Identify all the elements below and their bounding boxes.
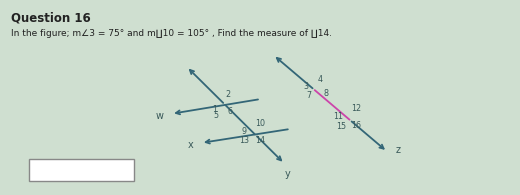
Text: 1: 1 [212, 105, 217, 114]
Text: 4: 4 [318, 75, 323, 84]
Text: y: y [284, 169, 291, 179]
Text: 5: 5 [214, 111, 219, 120]
Text: 3: 3 [304, 82, 308, 91]
Text: 15: 15 [336, 122, 346, 131]
Text: 16: 16 [351, 121, 361, 130]
Text: 2: 2 [226, 90, 231, 98]
Text: w: w [155, 111, 163, 121]
Text: 6: 6 [228, 107, 232, 116]
Text: 14: 14 [255, 136, 266, 145]
Text: 7: 7 [307, 91, 312, 100]
Text: 10: 10 [255, 119, 266, 128]
Text: 13: 13 [239, 136, 249, 145]
Text: 11: 11 [333, 112, 344, 121]
Text: x: x [187, 140, 193, 150]
Text: Question 16: Question 16 [11, 11, 91, 24]
Text: 8: 8 [323, 89, 328, 98]
Text: 9: 9 [241, 127, 246, 136]
Text: 12: 12 [351, 104, 361, 113]
Text: In the figure; m∠3 = 75° and m∐10 = 105° , Find the measure of ∐14.: In the figure; m∠3 = 75° and m∐10 = 105°… [11, 29, 332, 38]
Bar [29, 159, 134, 181]
Text: z: z [395, 145, 400, 155]
